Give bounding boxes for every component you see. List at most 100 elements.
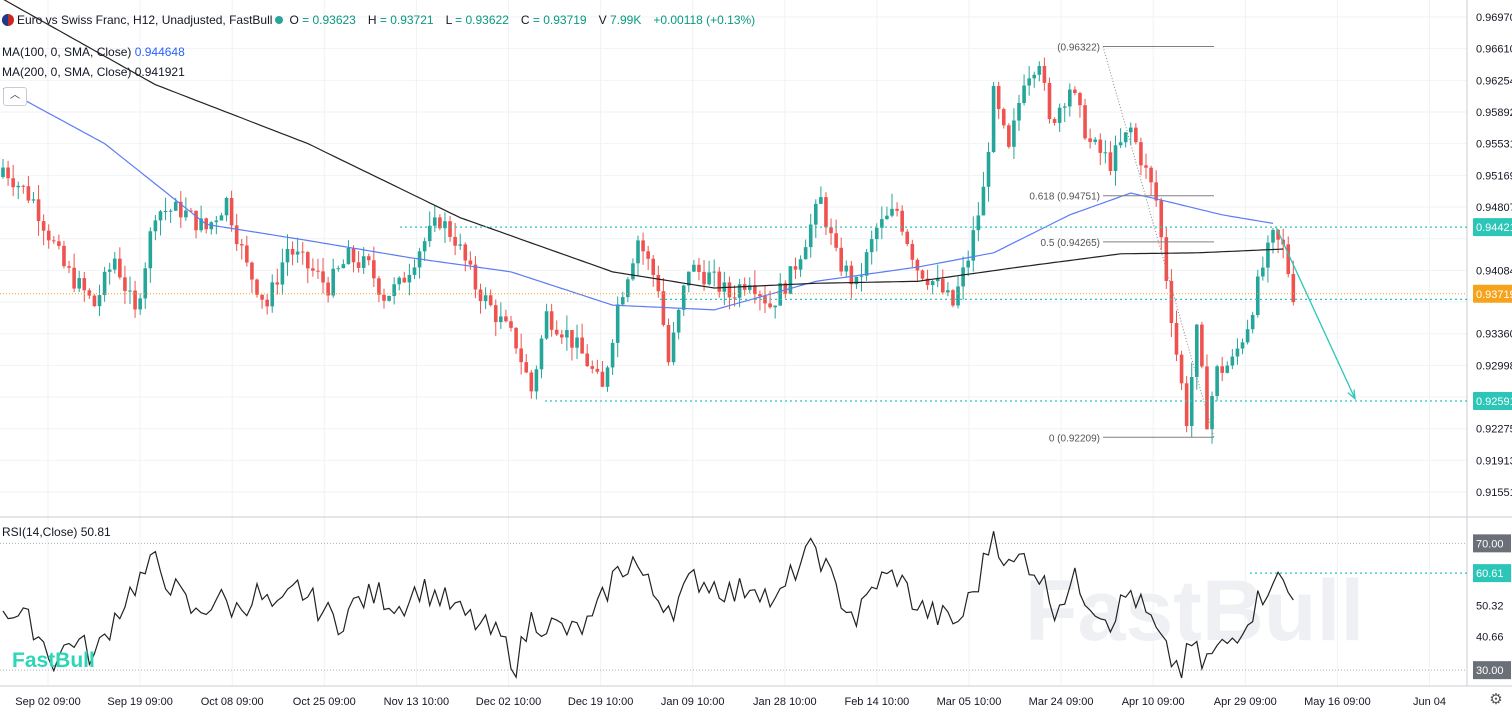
ma100-line (2, 87, 1274, 311)
candle-body (1012, 120, 1016, 147)
candle-body (1057, 107, 1062, 123)
candle-body (575, 337, 579, 348)
candle-body (1291, 274, 1296, 303)
candle-body (300, 251, 305, 253)
fib-level-label: 0.618 (0.94751) (1029, 192, 1100, 203)
price-axis-label: 0.95531 (1476, 139, 1512, 151)
ma100-legend[interactable]: MA(100, 0, SMA, Close) 0.944648 (2, 44, 185, 60)
candle-body (976, 215, 981, 231)
fib-level-label: 0.5 (0.94265) (1041, 238, 1101, 249)
candle-body (372, 260, 376, 279)
gear-icon[interactable]: ⚙ (1489, 691, 1503, 708)
candle-body (128, 290, 132, 292)
open-label: O (289, 13, 299, 27)
candle-body (473, 264, 478, 290)
candle-body (1118, 142, 1123, 146)
candle-body (290, 248, 295, 255)
candle-body (443, 221, 447, 229)
candle-body (245, 245, 249, 263)
price-axis-label: 0.92275 (1476, 424, 1512, 436)
candle-body (1149, 167, 1153, 183)
candle-body (1210, 395, 1214, 430)
candle-body (1062, 106, 1067, 108)
candle-body (468, 260, 473, 265)
candle-body (478, 289, 483, 302)
candle-body (808, 224, 813, 248)
candle-body (509, 321, 513, 328)
candle-body (885, 215, 889, 220)
candle-body (539, 338, 544, 370)
candle-body (458, 244, 462, 246)
candle-body (636, 240, 640, 264)
rsi-current-tag-label: 60.61 (1476, 568, 1504, 580)
candle-body (483, 295, 488, 302)
candle-body (448, 221, 452, 237)
candle-body (321, 271, 325, 283)
candle-body (224, 197, 229, 216)
candle-body (1113, 145, 1118, 171)
rsi-level-tag (1473, 661, 1511, 680)
time-axis-label: Oct 08 09:00 (201, 696, 264, 708)
candle-body (1271, 229, 1275, 243)
candle-body (97, 295, 102, 307)
chevron-up-icon[interactable]: ︿ (3, 87, 27, 106)
candle-body (747, 285, 752, 290)
rsi-level-tag (1473, 534, 1511, 553)
candle-body (966, 260, 970, 268)
candle-body (570, 330, 574, 348)
candle-body (631, 263, 635, 280)
candle-body (788, 266, 793, 294)
candle-body (168, 210, 173, 212)
candle-body (651, 258, 656, 275)
ma200-legend[interactable]: MA(200, 0, SMA, Close) 0.941921 (2, 64, 185, 80)
candle-body (392, 284, 396, 296)
candle-body (351, 247, 356, 263)
candle-body (1123, 132, 1128, 143)
price-tag (1473, 284, 1512, 303)
projection-arrow (1275, 226, 1356, 399)
candle-body (783, 283, 788, 294)
candle-body (1017, 103, 1021, 121)
candle-body (803, 247, 808, 260)
candle-body (656, 274, 661, 292)
candle-body (935, 278, 940, 282)
candle-body (255, 279, 259, 295)
time-axis-label: Sep 19 09:00 (107, 696, 172, 708)
time-axis-label: Jan 09 10:00 (661, 696, 725, 708)
candle-body (356, 262, 361, 268)
candle-body (143, 268, 148, 299)
ma200-line (3, 0, 1284, 289)
candle-body (529, 372, 534, 392)
candle-body (869, 239, 874, 253)
rsi-axis-label: 50.32 (1476, 601, 1504, 613)
candle-body (854, 276, 859, 285)
candle-body (422, 241, 427, 252)
candle-body (905, 231, 910, 244)
ma200-value: 0.941921 (134, 65, 185, 79)
candle-body (16, 185, 21, 188)
candle-body (265, 299, 269, 307)
high-value: = 0.93721 (379, 13, 434, 27)
candle-body (1139, 142, 1143, 166)
candle-body (544, 311, 549, 339)
candle-body (778, 283, 783, 306)
candle-body (941, 278, 945, 293)
candle-body (712, 271, 716, 273)
rsi-legend[interactable]: RSI(14,Close) 50.81 (2, 524, 111, 540)
candle-body (1144, 165, 1148, 168)
candle-body (92, 295, 97, 307)
candle-body (646, 251, 650, 259)
watermark: FastBull (1025, 563, 1364, 659)
candle-body (798, 259, 803, 270)
candle-body (463, 244, 468, 261)
fastbull-logo: FastBull (12, 649, 95, 672)
candle-body (1230, 356, 1235, 366)
candle-body (1037, 66, 1042, 75)
candle-body (793, 266, 798, 270)
candle-body (560, 334, 564, 338)
candle-body (1093, 139, 1097, 142)
candle-body (1068, 89, 1072, 107)
candle-body (1235, 348, 1240, 357)
candle-body (250, 262, 254, 280)
